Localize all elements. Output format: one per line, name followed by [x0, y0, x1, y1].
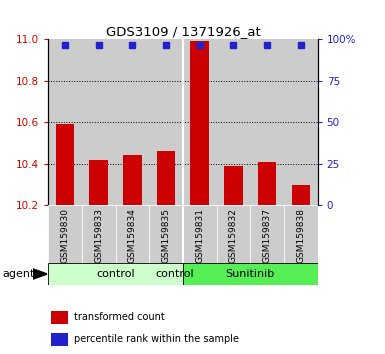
Bar	[123, 155, 142, 205]
Text: GSM159837: GSM159837	[263, 208, 271, 263]
Bar	[52, 311, 68, 324]
Bar	[149, 39, 183, 205]
Text: GSM159835: GSM159835	[162, 208, 171, 263]
Text: GSM159838: GSM159838	[296, 208, 305, 263]
Bar	[284, 205, 318, 264]
Bar	[48, 39, 82, 205]
Text: GSM159831: GSM159831	[195, 208, 204, 263]
Polygon shape	[33, 269, 47, 279]
Bar	[52, 333, 68, 346]
Bar	[157, 151, 175, 205]
Bar	[183, 39, 216, 205]
Bar	[183, 263, 318, 285]
Bar	[216, 205, 250, 264]
Text: transformed count: transformed count	[74, 312, 165, 322]
Bar	[224, 166, 243, 205]
Bar	[258, 162, 276, 205]
Text: Sunitinib: Sunitinib	[226, 269, 275, 279]
Bar	[48, 263, 183, 285]
Text: agent: agent	[2, 269, 34, 279]
Bar	[216, 39, 250, 205]
Bar	[116, 39, 149, 205]
Bar	[250, 205, 284, 264]
Bar	[149, 205, 183, 264]
Text: GSM159832: GSM159832	[229, 208, 238, 263]
Bar	[183, 205, 216, 264]
Bar	[291, 184, 310, 205]
Bar	[191, 41, 209, 205]
Text: GSM159830: GSM159830	[60, 208, 69, 263]
Bar	[116, 205, 149, 264]
Bar	[56, 124, 74, 205]
Text: control: control	[155, 269, 194, 279]
Bar	[48, 205, 82, 264]
Bar	[89, 160, 108, 205]
Text: GSM159833: GSM159833	[94, 208, 103, 263]
Bar	[82, 39, 116, 205]
Text: GSM159834: GSM159834	[128, 208, 137, 263]
Title: GDS3109 / 1371926_at: GDS3109 / 1371926_at	[105, 25, 260, 38]
Text: percentile rank within the sample: percentile rank within the sample	[74, 335, 239, 344]
Bar	[82, 205, 116, 264]
Bar	[250, 39, 284, 205]
Text: control: control	[96, 269, 135, 279]
Bar	[284, 39, 318, 205]
